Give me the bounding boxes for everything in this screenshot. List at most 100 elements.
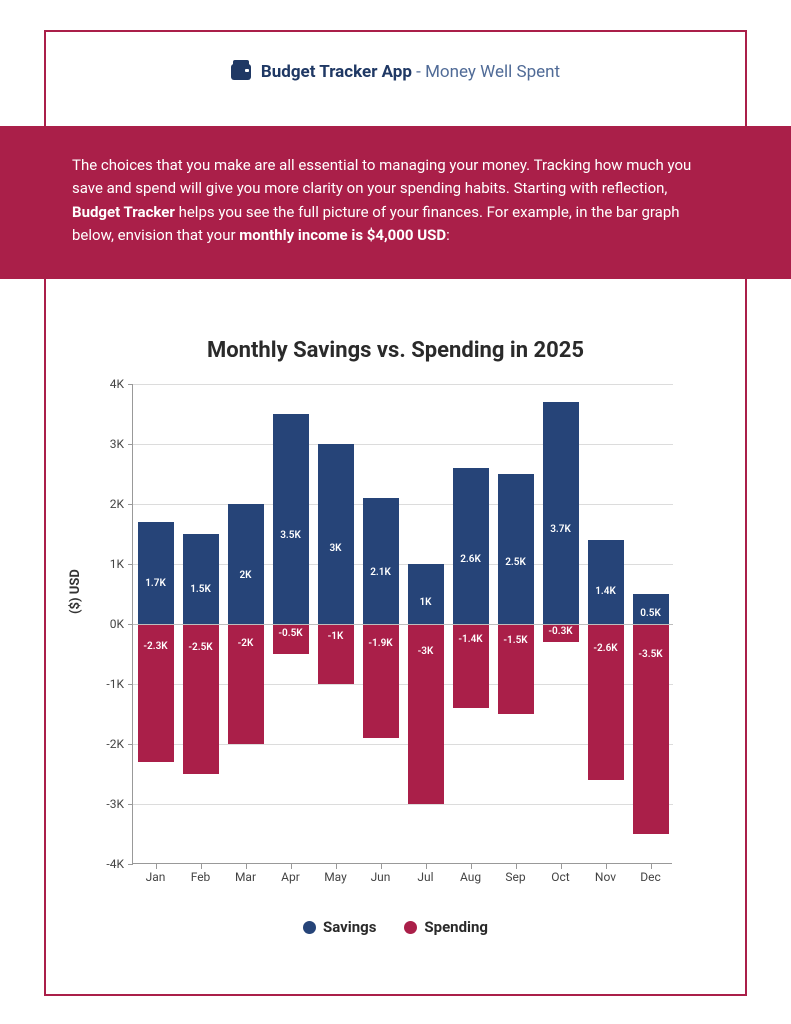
bar-value-label: 0.5K	[633, 608, 669, 619]
bar-savings: 1K	[408, 564, 444, 624]
bar-savings: 1.7K	[138, 522, 174, 624]
legend-label-savings: Savings	[323, 918, 376, 936]
app-name: Budget Tracker App	[261, 62, 412, 82]
zero-line	[133, 624, 673, 625]
bar-value-label: -1.4K	[453, 634, 489, 645]
bar-value-label: 1.5K	[183, 584, 219, 595]
bar-spending: -1K	[318, 624, 354, 684]
x-tick-mark	[381, 864, 382, 869]
wallet-icon	[231, 64, 251, 80]
y-tick-mark	[128, 804, 133, 805]
y-tick-mark	[128, 864, 133, 865]
bar-value-label: -2.3K	[138, 641, 174, 652]
legend-swatch-savings	[303, 921, 316, 934]
legend-swatch-spending	[404, 921, 417, 934]
bar-spending: -0.3K	[543, 624, 579, 642]
x-tick-label: Dec	[633, 870, 669, 884]
banner-bold-1: Budget Tracker	[72, 203, 175, 221]
bar-chart: -4K-3K-2K-1K0K1K2K3K4K1.7K-2.3KJan1.5K-2…	[132, 384, 672, 864]
y-tick-mark	[128, 504, 133, 505]
bar-savings: 3.5K	[273, 414, 309, 624]
x-tick-label: Jan	[138, 870, 174, 884]
bar-value-label: -2K	[228, 638, 264, 649]
y-tick-label: 4K	[84, 377, 124, 391]
bar-savings: 3K	[318, 444, 354, 624]
x-tick-mark	[651, 864, 652, 869]
x-tick-mark	[201, 864, 202, 869]
bar-savings: 2.1K	[363, 498, 399, 624]
bar-savings: 2K	[228, 504, 264, 624]
chart-title: Monthly Savings vs. Spending in 2025	[0, 338, 791, 363]
x-tick-mark	[246, 864, 247, 869]
x-tick-label: Apr	[273, 870, 309, 884]
x-tick-label: Jul	[408, 870, 444, 884]
bar-savings: 0.5K	[633, 594, 669, 624]
bar-value-label: 3K	[318, 543, 354, 554]
bar-savings: 1.4K	[588, 540, 624, 624]
x-tick-label: Nov	[588, 870, 624, 884]
bar-value-label: 1.7K	[138, 578, 174, 589]
bar-value-label: 1.4K	[588, 586, 624, 597]
bar-spending: -2.6K	[588, 624, 624, 780]
x-tick-mark	[426, 864, 427, 869]
bar-value-label: 2.6K	[453, 554, 489, 565]
x-tick-mark	[561, 864, 562, 869]
intro-banner: The choices that you make are all essent…	[0, 126, 791, 279]
gridline	[133, 444, 673, 445]
bar-spending: -1.4K	[453, 624, 489, 708]
y-tick-label: 1K	[84, 557, 124, 571]
legend-item-savings: Savings	[303, 918, 376, 936]
bar-spending: -2.3K	[138, 624, 174, 762]
bar-value-label: -1K	[318, 631, 354, 642]
x-tick-label: Jun	[363, 870, 399, 884]
bar-value-label: -2.5K	[183, 642, 219, 653]
bar-savings: 3.7K	[543, 402, 579, 624]
x-tick-label: Aug	[453, 870, 489, 884]
bar-spending: -0.5K	[273, 624, 309, 654]
bar-value-label: -1.5K	[498, 635, 534, 646]
x-tick-label: Feb	[183, 870, 219, 884]
bar-value-label: -3.5K	[633, 649, 669, 660]
x-tick-mark	[336, 864, 337, 869]
banner-text-end: :	[446, 226, 450, 244]
y-tick-label: 3K	[84, 437, 124, 451]
x-tick-mark	[471, 864, 472, 869]
bar-spending: -2K	[228, 624, 264, 744]
gridline	[133, 384, 673, 385]
bar-savings: 2.6K	[453, 468, 489, 624]
bar-spending: -1.9K	[363, 624, 399, 738]
bar-value-label: 3.5K	[273, 530, 309, 541]
y-tick-label: -3K	[84, 797, 124, 811]
bar-spending: -3.5K	[633, 624, 669, 834]
bar-value-label: 1K	[408, 597, 444, 608]
y-tick-mark	[128, 744, 133, 745]
bar-spending: -1.5K	[498, 624, 534, 714]
bar-value-label: 2K	[228, 570, 264, 581]
x-tick-mark	[156, 864, 157, 869]
bar-savings: 1.5K	[183, 534, 219, 624]
x-tick-mark	[606, 864, 607, 869]
app-tagline-separator: -	[416, 62, 425, 82]
bar-spending: -2.5K	[183, 624, 219, 774]
bar-value-label: -3K	[408, 646, 444, 657]
y-tick-mark	[128, 384, 133, 385]
x-tick-label: Sep	[498, 870, 534, 884]
bar-value-label: -2.6K	[588, 643, 624, 654]
y-tick-mark	[128, 564, 133, 565]
gridline	[133, 504, 673, 505]
x-tick-label: Oct	[543, 870, 579, 884]
bar-value-label: -0.5K	[273, 628, 309, 639]
gridline	[133, 804, 673, 805]
legend-label-spending: Spending	[424, 918, 488, 936]
y-axis-label: ($) USD	[68, 569, 83, 614]
y-tick-label: -2K	[84, 737, 124, 751]
bar-value-label: 2.5K	[498, 557, 534, 568]
bar-value-label: -1.9K	[363, 638, 399, 649]
bar-value-label: -0.3K	[543, 626, 579, 637]
x-tick-label: Mar	[228, 870, 264, 884]
y-tick-label: -1K	[84, 677, 124, 691]
plot-area: -4K-3K-2K-1K0K1K2K3K4K1.7K-2.3KJan1.5K-2…	[132, 384, 672, 864]
x-tick-label: May	[318, 870, 354, 884]
banner-text-pre: The choices that you make are all essent…	[72, 156, 691, 197]
legend-item-spending: Spending	[404, 918, 488, 936]
